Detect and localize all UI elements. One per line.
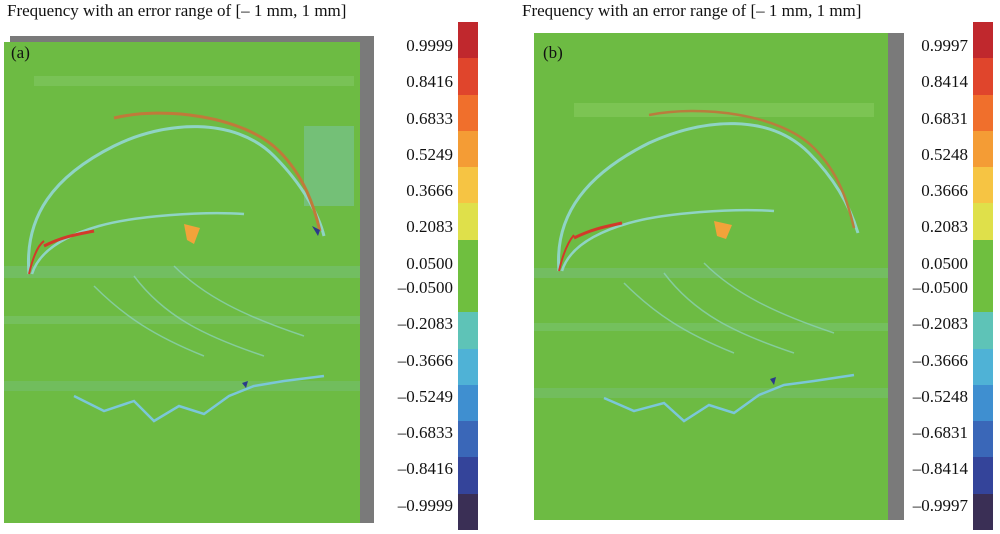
colorbar-b — [973, 22, 993, 531]
colorbar-tick-label: 0.2083 — [406, 217, 453, 237]
colorbar-segment — [973, 203, 993, 241]
colorbar-segment — [973, 167, 993, 204]
colorbar-segment — [973, 276, 993, 313]
panel-a-label: (a) — [11, 43, 30, 62]
colorbar-segment — [973, 312, 993, 350]
colorbar-segment — [973, 58, 993, 96]
eye-highlight — [184, 224, 200, 244]
colorbar-tick-label: 0.8414 — [921, 72, 968, 92]
colorbar-tick-label: –0.2083 — [912, 314, 968, 334]
colorbar-tick-label: 0.9999 — [406, 36, 453, 55]
colorbar-tick-label: 0.0500 — [406, 253, 453, 273]
colorbar-segment — [458, 276, 478, 313]
panel-b: Frequency with an error range of [– 1 mm… — [515, 0, 1000, 534]
colorbar-segment — [458, 493, 478, 531]
colorbar-tick-label: 0.0500 — [921, 253, 968, 273]
colorbar-tick-label: –0.0500 — [397, 278, 453, 297]
colorbar-tick-label: 0.5248 — [921, 144, 968, 164]
colorbar-segment — [973, 348, 993, 386]
colorbar-segment — [458, 312, 478, 350]
colorbar-tick-label: 0.5249 — [406, 144, 453, 164]
colorbar-segment — [973, 130, 993, 168]
map-background — [534, 33, 888, 520]
panel-a: Frequency with an error range of [– 1 mm… — [4, 1, 478, 531]
colorbar-segment — [458, 94, 478, 132]
colorbar-segment — [458, 22, 478, 59]
colorbar-tick-label: 0.2083 — [921, 217, 968, 237]
colorbar-tick-label: –0.5248 — [912, 386, 968, 406]
panel-b-label: (b) — [543, 43, 563, 62]
colorbar-segment — [973, 457, 993, 495]
colorbar-tick-label: –0.3666 — [397, 350, 453, 370]
colorbar-a — [458, 22, 478, 531]
colorbar-segment — [458, 167, 478, 204]
colorbar-segment — [973, 22, 993, 59]
colorbar-tick-label: 0.6831 — [921, 108, 968, 128]
colorbar-tick-label: –0.8416 — [397, 459, 453, 479]
eagle-outline — [26, 125, 326, 275]
colorbar-segment — [458, 203, 478, 241]
colorbar-tick-label: 0.3666 — [921, 181, 968, 201]
colorbar-tick-label: 0.3666 — [406, 181, 453, 201]
colorbar-segment — [973, 239, 993, 277]
colorbar-segment — [458, 130, 478, 168]
colorbar-segment — [973, 421, 993, 458]
colorbar-tick-label: –0.2083 — [397, 314, 453, 334]
colorbar-tick-label: –0.5249 — [397, 386, 453, 406]
map-background — [4, 42, 360, 523]
colorbar-tick-label: –0.8414 — [912, 459, 968, 479]
colorbar-tick-label: –0.0500 — [912, 278, 968, 297]
colorbar-segment — [458, 384, 478, 422]
colorbar-tick-label: –0.3666 — [912, 350, 968, 370]
colorbar-tick-label: 0.6833 — [406, 108, 453, 128]
colorbar-segment — [458, 239, 478, 277]
colorbar-segment — [458, 348, 478, 386]
panel-b-title: Frequency with an error range of [– 1 mm… — [522, 1, 862, 20]
colorbar-segment — [458, 58, 478, 96]
colorbar-segment — [458, 457, 478, 495]
colorbar-segment — [973, 94, 993, 132]
error-map-b — [534, 33, 904, 520]
colorbar-tick-label: –0.9997 — [912, 495, 968, 515]
panel-a-title: Frequency with an error range of [– 1 mm… — [7, 1, 347, 20]
colorbar-tick-label: –0.6833 — [397, 423, 453, 443]
error-map-a — [4, 36, 374, 523]
colorbar-tick-label: –0.9999 — [397, 495, 453, 515]
colorbar-tick-label: 0.8416 — [406, 72, 453, 92]
colorbar-segment — [458, 421, 478, 458]
colorbar-tick-label: –0.6831 — [912, 423, 968, 443]
colorbar-segment — [973, 493, 993, 531]
colorbar-tick-label: 0.9997 — [921, 36, 968, 55]
colorbar-segment — [973, 384, 993, 422]
